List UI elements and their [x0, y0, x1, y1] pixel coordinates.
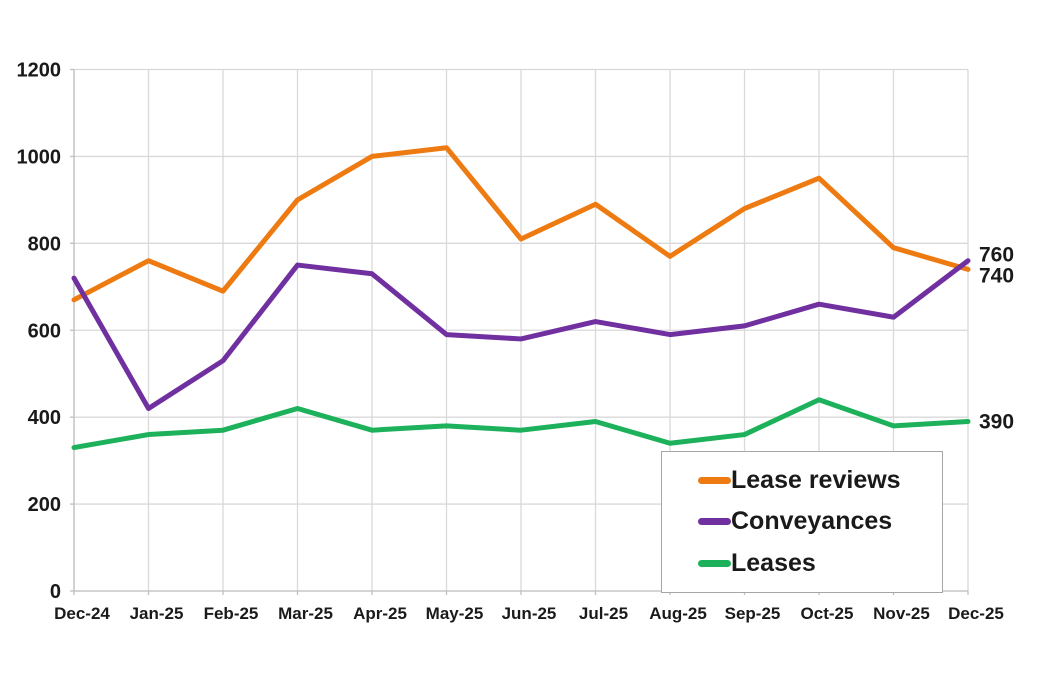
legend-label: Lease reviews: [731, 466, 901, 495]
x-tick-label: Sep-25: [725, 604, 781, 623]
x-tick-label: May-25: [426, 604, 484, 623]
x-tick-label: Jul-25: [579, 604, 628, 623]
x-tick-label: Aug-25: [649, 604, 707, 623]
chart-legend: Lease reviews Conveyances Leases: [661, 451, 943, 593]
conveyances-swatch-icon: [698, 518, 731, 526]
legend-label: Conveyances: [731, 507, 893, 536]
y-tick-label: 200: [28, 494, 61, 516]
series-line-conveyances: [71, 258, 971, 411]
x-tick-label: Jan-25: [130, 604, 184, 623]
legend-item-conveyances: Conveyances: [698, 509, 942, 534]
x-tick-label: Dec-24: [54, 604, 110, 623]
end-value-label: 390: [979, 411, 1014, 434]
legend-label: Leases: [731, 548, 816, 577]
x-tick-label: Nov-25: [873, 604, 930, 623]
x-tick-label: Dec-25: [948, 604, 1004, 623]
series-line-lease-reviews: [71, 145, 971, 303]
end-value-label: 740: [979, 265, 1014, 288]
y-tick-label: 1000: [17, 146, 62, 168]
x-tick-label: Oct-25: [801, 604, 854, 623]
x-tick-label: Feb-25: [204, 604, 259, 623]
y-tick-label: 400: [28, 407, 61, 429]
lease-reviews-swatch-icon: [698, 477, 731, 485]
y-tick-label: 600: [28, 320, 61, 342]
series-line-leases: [71, 397, 971, 451]
legend-item-lease-reviews: Lease reviews: [698, 468, 942, 493]
x-tick-label: Apr-25: [353, 604, 407, 623]
end-value-label: 760: [979, 244, 1014, 267]
y-tick-label: 1200: [17, 60, 62, 82]
leases-swatch-icon: [698, 559, 731, 567]
legend-item-leases: Leases: [698, 548, 942, 577]
y-tick-label: 0: [50, 581, 61, 603]
x-tick-label: Mar-25: [278, 604, 333, 623]
y-tick-label: 800: [28, 233, 61, 255]
x-tick-label: Jun-25: [502, 604, 557, 623]
